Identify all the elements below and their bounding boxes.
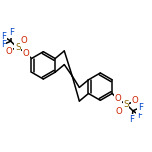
Text: F: F	[1, 40, 6, 49]
Text: F: F	[138, 103, 143, 112]
Text: F: F	[2, 32, 7, 41]
Text: S: S	[123, 100, 129, 109]
Text: F: F	[10, 28, 15, 37]
Text: O: O	[21, 36, 28, 45]
Text: O: O	[131, 96, 138, 105]
Text: F: F	[129, 115, 134, 124]
Text: O: O	[22, 49, 29, 58]
Text: O: O	[5, 47, 12, 56]
Text: S: S	[15, 43, 20, 52]
Text: O: O	[116, 107, 123, 116]
Text: F: F	[137, 111, 142, 120]
Text: O: O	[114, 94, 121, 103]
